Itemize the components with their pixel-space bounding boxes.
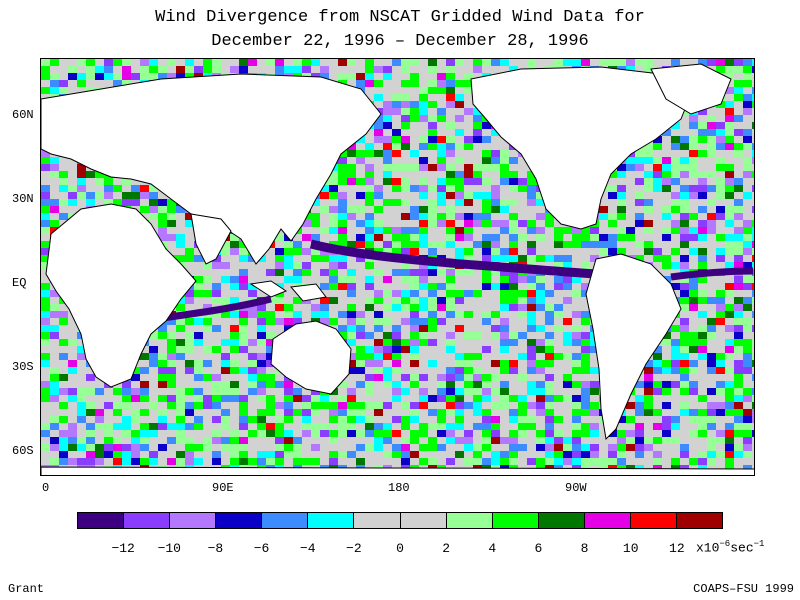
indonesia-islands: [249, 280, 327, 302]
australia-landmass: [270, 320, 352, 395]
color-scale-tick-label: 4: [488, 541, 497, 556]
lon-label-0: 0: [42, 481, 50, 495]
color-scale-tick-label: 12: [669, 541, 685, 556]
color-swatch: [215, 513, 262, 528]
color-swatch: [78, 513, 124, 528]
color-swatch: [399, 513, 446, 528]
color-swatch: [491, 513, 538, 528]
lon-label-90w: 90W: [565, 481, 587, 495]
org-credit: COAPS–FSU 1999: [693, 582, 794, 596]
lon-label-180: 180: [388, 481, 410, 495]
color-swatch: [537, 513, 584, 528]
color-swatch: [353, 513, 400, 528]
color-swatch: [307, 513, 354, 528]
color-scale-tick-label: 0: [396, 541, 404, 556]
color-scale-tick-label: −12: [111, 541, 135, 556]
lat-label-eq: EQ: [12, 276, 27, 290]
color-scale-bar: [77, 512, 723, 529]
color-scale-tick-label: −8: [207, 541, 224, 556]
lon-label-90e: 90E: [212, 481, 234, 495]
color-scale-unit: x10−6sec−1: [696, 539, 765, 556]
eurasia-landmass: [41, 73, 382, 265]
color-scale-tick-label: 2: [442, 541, 451, 556]
color-swatch: [261, 513, 308, 528]
india-landmass: [190, 213, 232, 265]
color-scale-tick-label: 6: [534, 541, 543, 556]
color-swatch: [445, 513, 492, 528]
antarctica-edge: [41, 466, 754, 475]
color-swatch: [123, 513, 170, 528]
lat-label-30n: 30N: [12, 192, 34, 206]
greenland-landmass: [650, 63, 732, 115]
map-title-line1: Wind Divergence from NSCAT Gridded Wind …: [155, 8, 645, 27]
map-canvas: [41, 59, 754, 475]
land-masses: [41, 63, 754, 475]
divergence-map: [40, 58, 755, 476]
color-scale-tick-label: −6: [253, 541, 270, 556]
color-scale-tick-label: −10: [157, 541, 181, 556]
color-scale-tick-label: −2: [346, 541, 362, 556]
color-scale-tick-label: −4: [299, 541, 316, 556]
map-title-line2: December 22, 1996 – December 28, 1996: [211, 32, 589, 51]
lat-label-30s: 30S: [12, 360, 34, 374]
color-swatch: [629, 513, 677, 528]
color-scale-tick-label: 8: [580, 541, 589, 556]
south-america-landmass: [585, 253, 682, 441]
author-credit: Grant: [8, 582, 45, 596]
lat-label-60s: 60S: [12, 444, 34, 458]
color-swatch: [583, 513, 630, 528]
lat-label-60n: 60N: [12, 108, 34, 122]
africa-landmass: [45, 203, 197, 388]
color-swatch: [676, 513, 723, 528]
color-swatch: [169, 513, 216, 528]
color-scale-tick-label: 10: [622, 541, 639, 556]
